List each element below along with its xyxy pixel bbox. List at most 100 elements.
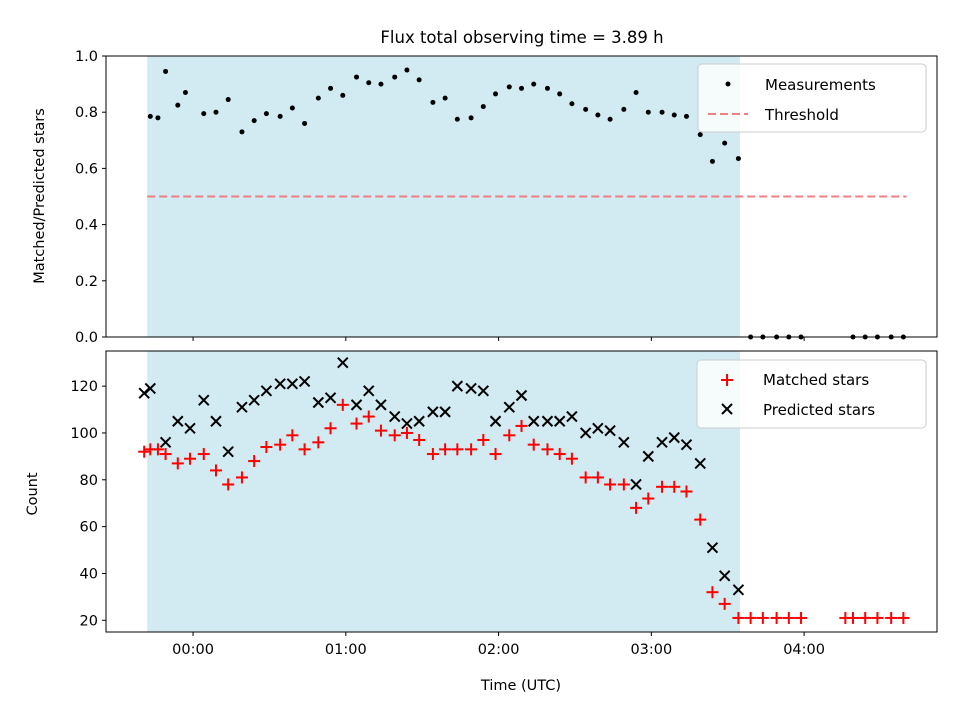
measurement-point <box>544 85 550 91</box>
matched-star-point <box>617 478 630 491</box>
predicted-x-b <box>477 385 490 397</box>
measurement-point <box>213 109 219 115</box>
predicted-x-b <box>172 415 184 427</box>
matched-star-point <box>286 429 299 442</box>
measurement-point <box>506 84 512 90</box>
matched-star-point <box>744 611 757 624</box>
measurement-point <box>289 105 295 111</box>
measurement-point <box>531 81 537 87</box>
matched-star-point <box>859 611 872 624</box>
predicted-star-point <box>515 389 528 402</box>
measurement-point <box>416 77 422 83</box>
measurement-point <box>468 115 474 121</box>
predicted-star-point <box>274 378 286 390</box>
predicted-x-b <box>427 406 439 418</box>
predicted-star-point <box>312 396 325 409</box>
measurement-point <box>430 99 436 105</box>
matched-star-point <box>604 478 617 491</box>
predicted-x-b <box>732 584 745 596</box>
predicted-x-b <box>579 427 592 439</box>
measurement-point <box>354 74 360 80</box>
predicted-star-point <box>350 399 363 411</box>
predicted-x-b <box>694 457 706 470</box>
measurement-point <box>709 158 715 164</box>
top-y-tick-label: 0.4 <box>75 218 98 234</box>
matched-star-point <box>413 433 426 446</box>
measurement-point <box>659 109 665 115</box>
matched-star-point <box>503 429 516 442</box>
predicted-star-point <box>553 415 566 427</box>
bottom-y-tick-label: 40 <box>80 566 98 582</box>
matched-star-point <box>336 398 349 411</box>
predicted-star-point <box>630 478 642 491</box>
matched-star-point <box>222 478 235 491</box>
predicted-x-b <box>210 415 222 427</box>
matched-star-point <box>489 448 502 461</box>
top-panel: 0.0 0.2 0.4 0.6 0.8 1.0 Matched/Predicted sta… <box>32 49 938 346</box>
bottom-y-axis-label: Count <box>25 472 41 515</box>
predicted-star-point <box>642 450 654 463</box>
predicted-x-b <box>668 431 680 444</box>
predicted-star-point <box>465 382 477 395</box>
matched-star-point <box>706 586 719 599</box>
measurement-point <box>163 68 169 74</box>
legend-measurement-marker <box>725 81 731 87</box>
measurement-point <box>607 116 613 122</box>
predicted-star-point <box>604 424 616 437</box>
matched-star-point <box>465 443 478 456</box>
matched-star-point <box>885 611 898 624</box>
measurement-point <box>175 102 181 108</box>
predicted-star-point <box>439 406 451 418</box>
predicted-x-b <box>413 415 425 427</box>
predicted-star-point <box>413 415 425 427</box>
predicted-x-b <box>389 410 401 423</box>
predicted-star-point <box>172 415 184 427</box>
measurement-point <box>251 118 257 124</box>
top-legend-box <box>697 63 927 133</box>
predicted-x-b <box>489 415 502 427</box>
matched-star-point <box>209 464 222 477</box>
predicted-x-b <box>401 417 413 430</box>
predicted-x-b <box>630 478 642 491</box>
predicted-star-point <box>618 436 630 449</box>
predicted-star-point <box>248 394 260 406</box>
predicted-star-point <box>680 438 693 451</box>
matched-star-point <box>553 448 566 461</box>
predicted-x-b <box>363 385 375 397</box>
predicted-star-point <box>363 385 375 397</box>
predicted-star-point <box>210 415 222 427</box>
measurement-point <box>633 90 639 96</box>
predicted-x-b <box>451 380 464 392</box>
matched-star-point <box>439 443 452 456</box>
predicted-star-point <box>144 382 157 395</box>
measurement-point <box>493 91 499 97</box>
predicted-star-point <box>656 436 668 449</box>
measurement-point <box>277 113 283 119</box>
predicted-x-b <box>138 387 150 399</box>
matched-star-point <box>680 485 693 498</box>
predicted-x-b <box>236 401 248 413</box>
matched-star-point <box>197 448 210 461</box>
matched-star-point <box>426 448 439 461</box>
matched-star-point <box>248 455 261 468</box>
predicted-x-b <box>337 357 349 369</box>
measurement-point <box>340 92 346 98</box>
matched-star-point <box>171 457 184 470</box>
matched-star-point <box>400 426 413 439</box>
measurement-point <box>442 95 448 101</box>
matched-star-point <box>846 611 859 624</box>
measurement-point <box>735 156 741 162</box>
predicted-star-point <box>324 392 337 404</box>
predicted-star-point <box>138 387 150 399</box>
matched-star-point <box>374 424 387 437</box>
predicted-x-b <box>222 445 234 458</box>
matched-star-point <box>718 597 731 610</box>
top-y-tick-label: 0.6 <box>75 161 98 177</box>
measurement-point <box>583 106 589 112</box>
top-x-ticks <box>192 337 805 341</box>
bottom-shade-rect <box>147 351 740 632</box>
matched-star-point <box>756 611 769 624</box>
matched-star-point <box>668 480 681 493</box>
measurement-point <box>557 91 563 97</box>
predicted-star-point <box>375 399 387 411</box>
